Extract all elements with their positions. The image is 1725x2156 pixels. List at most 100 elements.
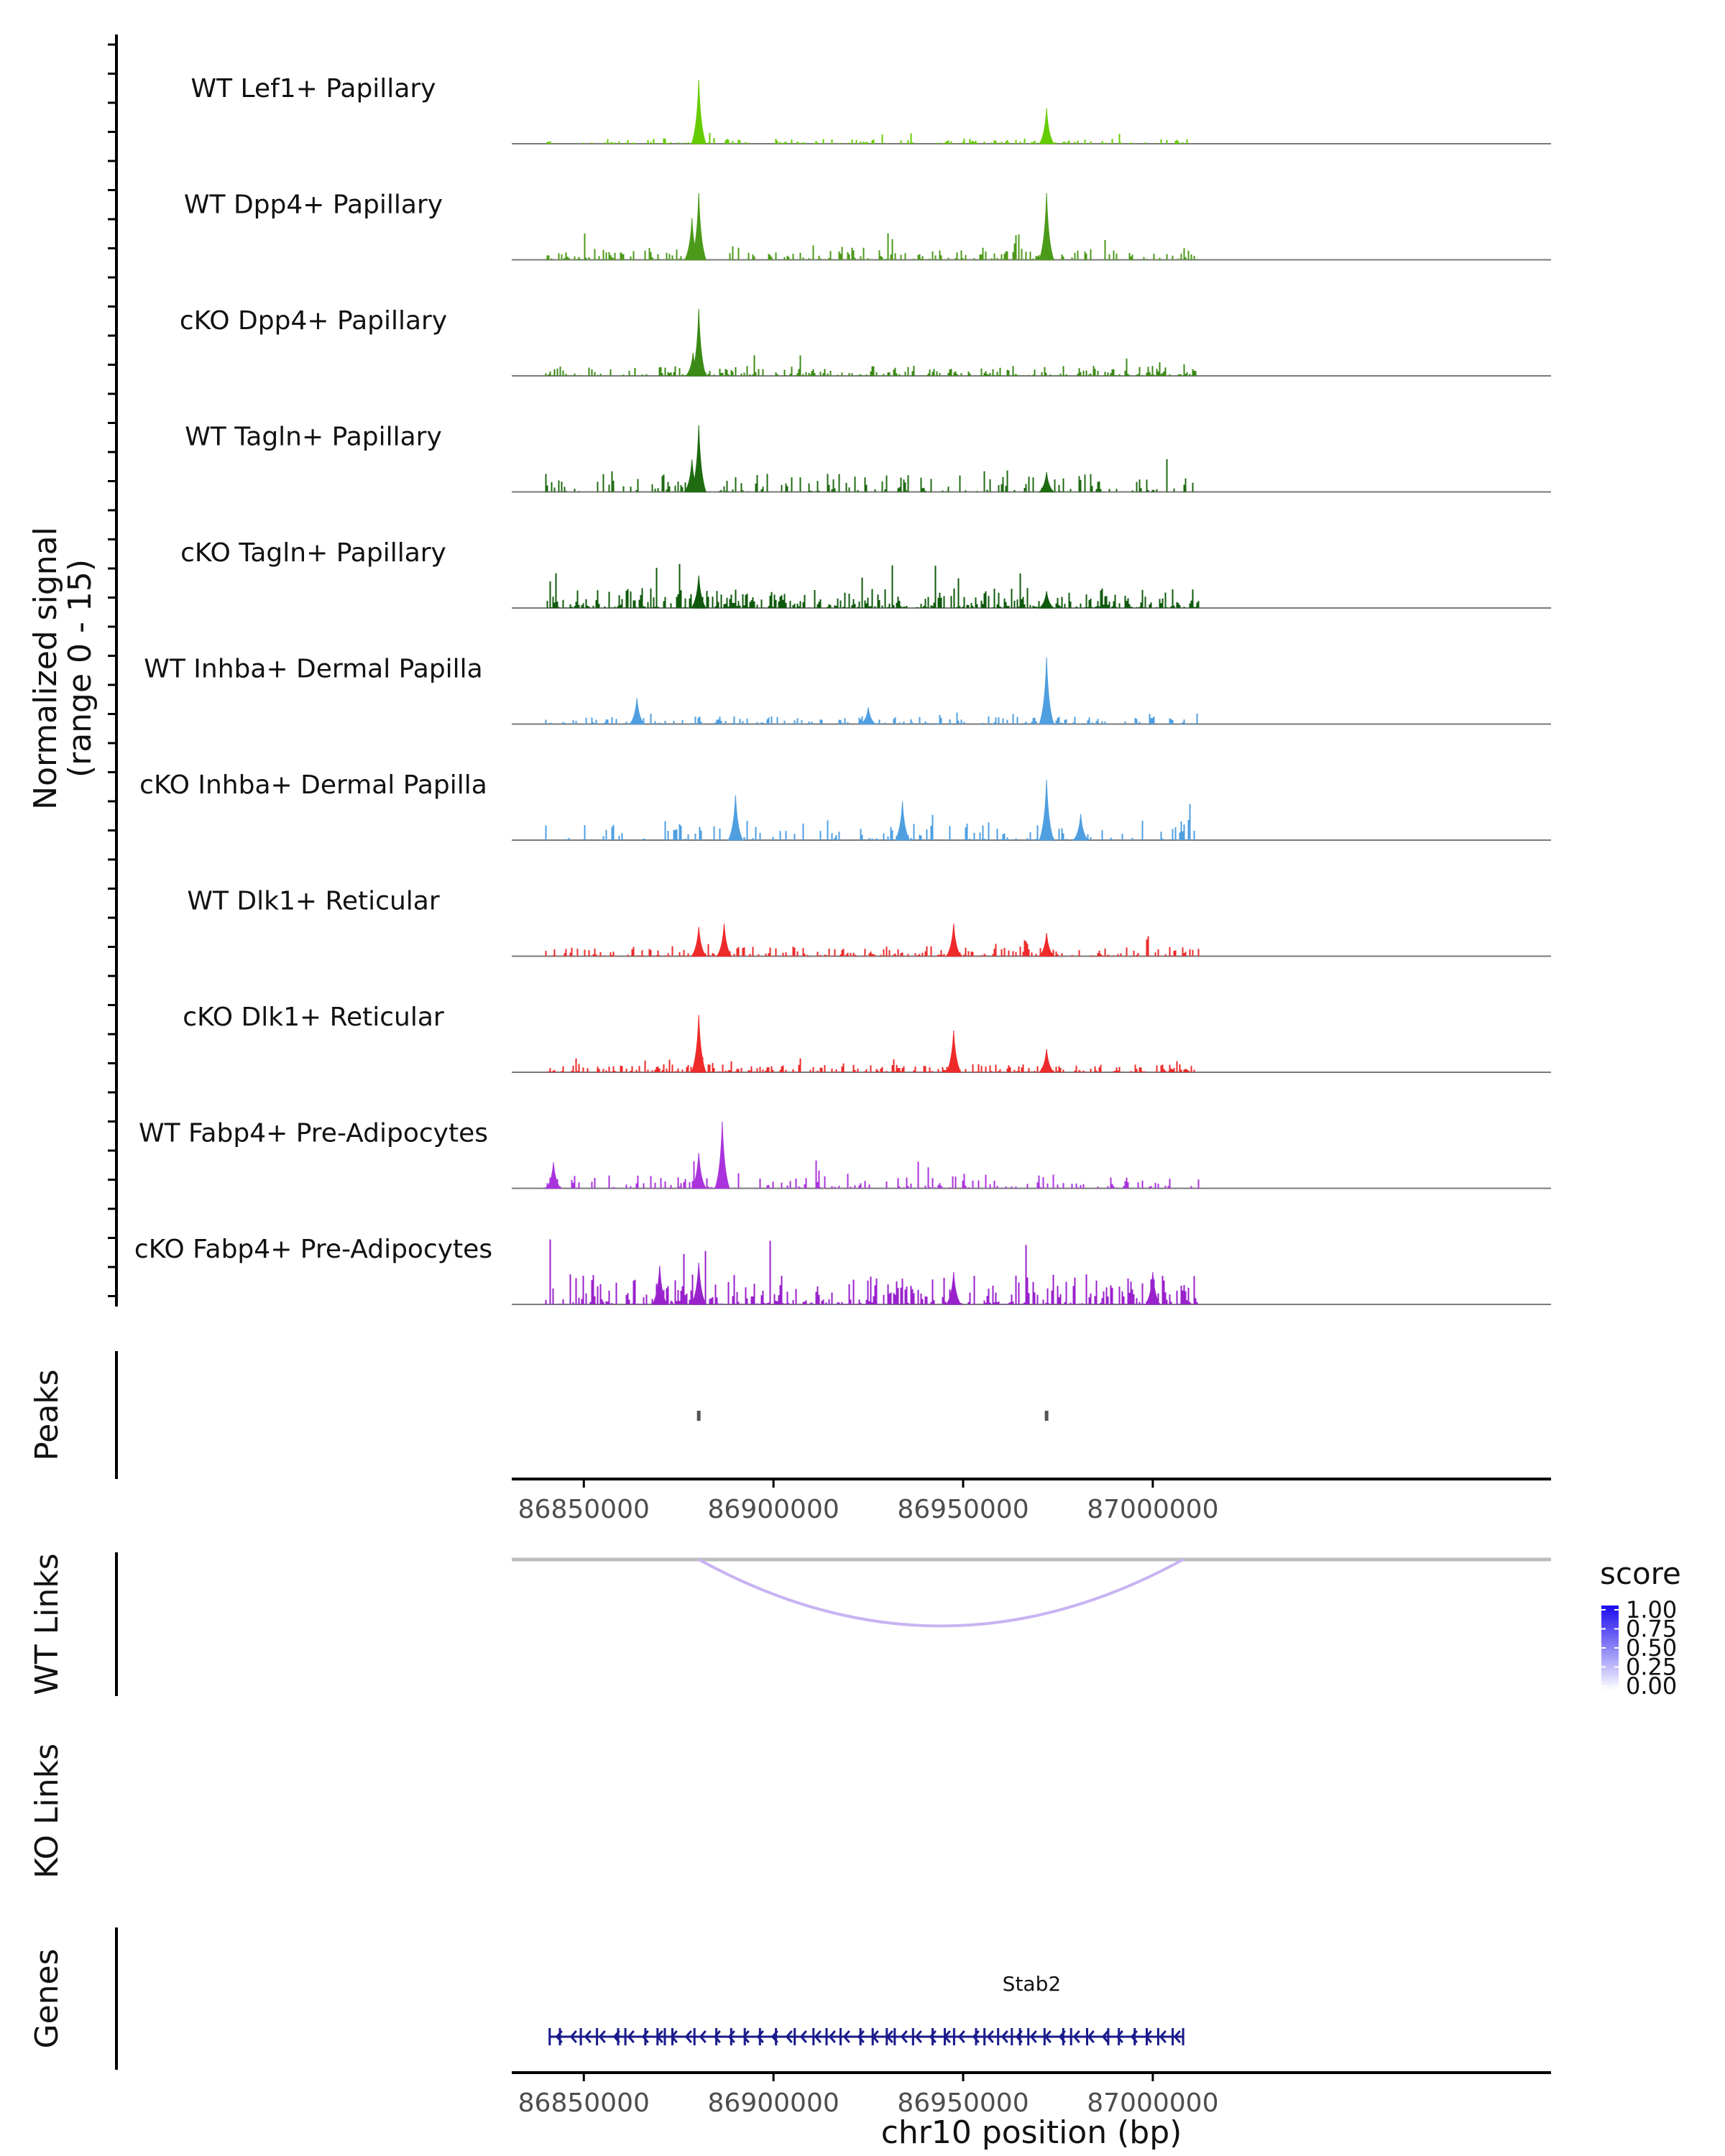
track-0: WT Lef1+ Papillary xyxy=(191,74,1551,144)
track-9-peak-1 xyxy=(691,1153,707,1189)
track-signal-8 xyxy=(548,1057,1195,1072)
track-9: WT Fabp4+ Pre-Adipocytes xyxy=(139,1119,1551,1189)
track-signal-9 xyxy=(545,1160,1200,1189)
track-signal-0 xyxy=(546,133,1188,144)
track-6-peak-1 xyxy=(727,795,744,841)
peaks-panel: Peaks 86850000 86900000 86950000 87000000 xyxy=(29,1351,1551,1524)
track-7: WT Dlk1+ Reticular xyxy=(187,887,1551,957)
track-4-peak-0 xyxy=(691,575,707,609)
track-4: cKO Tagln+ Papillary xyxy=(180,538,1551,609)
track-6: cKO Inhba+ Dermal Papilla xyxy=(139,770,1551,841)
x-bottom-tick-label-1: 86900000 xyxy=(708,2088,840,2118)
track-label-3: WT Tagln+ Papillary xyxy=(185,423,442,452)
track-label-8: cKO Dlk1+ Reticular xyxy=(183,1003,444,1032)
track-1-peak-1 xyxy=(684,218,700,260)
coverage-ylabel-line2: (range 0 - 15) xyxy=(62,559,98,778)
track-10-peak-2 xyxy=(945,1271,962,1305)
track-signal-2 xyxy=(545,355,1197,376)
track-0-peak-0 xyxy=(691,80,707,144)
x-top-tick-label-2: 86950000 xyxy=(897,1495,1029,1524)
track-10: cKO Fabp4+ Pre-Adipocytes xyxy=(134,1235,1551,1305)
track-6-peak-2 xyxy=(894,801,911,841)
legend-tick-label-2: 0.50 xyxy=(1626,1634,1677,1662)
x-axis-label: chr10 position (bp) xyxy=(881,2114,1182,2151)
track-8-peak-0 xyxy=(691,1015,707,1073)
peaks-label: Peaks xyxy=(29,1369,65,1460)
track-signal-5 xyxy=(545,712,1198,724)
ko-links-panel: KO Links xyxy=(29,1743,65,1879)
track-3: WT Tagln+ Papillary xyxy=(185,423,1551,493)
wt-link-arcs xyxy=(698,1558,1184,1628)
track-9-peak-2 xyxy=(545,1162,562,1189)
legend-tick-label-4: 0.00 xyxy=(1626,1672,1677,1700)
track-9-peak-0 xyxy=(714,1121,730,1189)
track-8: cKO Dlk1+ Reticular xyxy=(183,1003,1551,1073)
track-10-peak-3 xyxy=(1144,1271,1161,1305)
track-2-peak-1 xyxy=(685,352,702,377)
track-signal-10 xyxy=(545,1239,1198,1304)
track-8-peak-1 xyxy=(945,1030,962,1073)
coverage-ylabel-line1: Normalized signal xyxy=(27,527,64,810)
legend-tick-label-3: 0.25 xyxy=(1626,1654,1677,1681)
track-6-peak-3 xyxy=(1072,814,1089,841)
track-1-peak-2 xyxy=(1039,193,1054,260)
track-5-peak-1 xyxy=(629,698,645,724)
track-5-peak-0 xyxy=(1039,657,1054,724)
coverage-panel: Normalized signal (range 0 - 15) WT Lef1… xyxy=(27,34,1551,1307)
track-3-peak-2 xyxy=(1038,471,1055,492)
gene-models: Stab2 xyxy=(548,1972,1184,2045)
wt-links-panel: WT Links xyxy=(29,1552,1551,1696)
score-legend: score 1.000.750.500.250.00 xyxy=(1600,1556,1681,1700)
track-2: cKO Dpp4+ Papillary xyxy=(180,306,1551,377)
track-7-peak-3 xyxy=(1038,933,1055,957)
legend-title: score xyxy=(1600,1556,1681,1591)
coverage-tracks: WT Lef1+ Papillary WT Dpp4+ Papillary cKO … xyxy=(134,74,1551,1305)
track-10-peak-1 xyxy=(691,1262,707,1305)
x-top-tick-label-3: 87000000 xyxy=(1087,1495,1218,1524)
track-1: WT Dpp4+ Papillary xyxy=(184,190,1551,261)
coverage-y-ticks xyxy=(108,43,116,1297)
track-signal-6 xyxy=(545,803,1195,840)
track-label-0: WT Lef1+ Papillary xyxy=(191,74,436,103)
track-5-peak-2 xyxy=(860,707,877,724)
track-8-peak-2 xyxy=(1038,1049,1055,1073)
x-bottom-tick-label-2: 86950000 xyxy=(897,2088,1029,2118)
track-3-peak-1 xyxy=(684,459,700,492)
track-label-9: WT Fabp4+ Pre-Adipocytes xyxy=(139,1119,488,1148)
track-7-peak-1 xyxy=(716,923,732,957)
track-0-peak-1 xyxy=(1039,108,1055,144)
track-7-peak-0 xyxy=(691,926,707,957)
track-label-10: cKO Fabp4+ Pre-Adipocytes xyxy=(134,1235,492,1264)
genes-panel: Genes Stab2 86850000 86900000 86950000 8700… xyxy=(29,1927,1551,2151)
track-6-peak-0 xyxy=(1039,779,1054,841)
x-ticks-top: 86850000 86900000 86950000 87000000 xyxy=(518,1479,1218,1524)
track-signal-4 xyxy=(546,563,1200,608)
track-signal-7 xyxy=(545,936,1200,957)
x-top-tick-label-0: 86850000 xyxy=(518,1495,650,1524)
ko-links-label: KO Links xyxy=(29,1743,65,1879)
legend-tick-label-1: 0.75 xyxy=(1626,1616,1677,1643)
wt-link-0 xyxy=(698,1558,1184,1628)
gene-0-exons xyxy=(548,2028,1184,2045)
track-label-1: WT Dpp4+ Papillary xyxy=(184,190,443,220)
track-signal-1 xyxy=(545,233,1198,260)
track-label-2: cKO Dpp4+ Papillary xyxy=(180,306,447,336)
x-ticks-bottom: 86850000 86900000 86950000 87000000 xyxy=(518,2073,1218,2118)
track-2-peak-0 xyxy=(691,309,707,377)
peak-marks xyxy=(696,1411,1049,1421)
track-signal-3 xyxy=(545,459,1194,492)
genes-label: Genes xyxy=(29,1948,65,2048)
track-label-4: cKO Tagln+ Papillary xyxy=(180,538,446,568)
track-5: WT Inhba+ Dermal Papilla xyxy=(144,655,1551,725)
track-label-5: WT Inhba+ Dermal Papilla xyxy=(144,655,482,684)
x-bottom-tick-label-0: 86850000 xyxy=(518,2088,650,2118)
track-10-peak-0 xyxy=(651,1266,668,1305)
legend-ticks: 1.000.750.500.250.00 xyxy=(1601,1596,1677,1700)
legend-tick-label-0: 1.00 xyxy=(1626,1596,1677,1623)
gene-0-label: Stab2 xyxy=(1003,1972,1062,1996)
track-4-peak-1 xyxy=(1038,591,1055,609)
track-label-6: cKO Inhba+ Dermal Papilla xyxy=(139,770,487,800)
track-7-peak-2 xyxy=(945,923,962,957)
wt-links-label: WT Links xyxy=(29,1553,65,1695)
